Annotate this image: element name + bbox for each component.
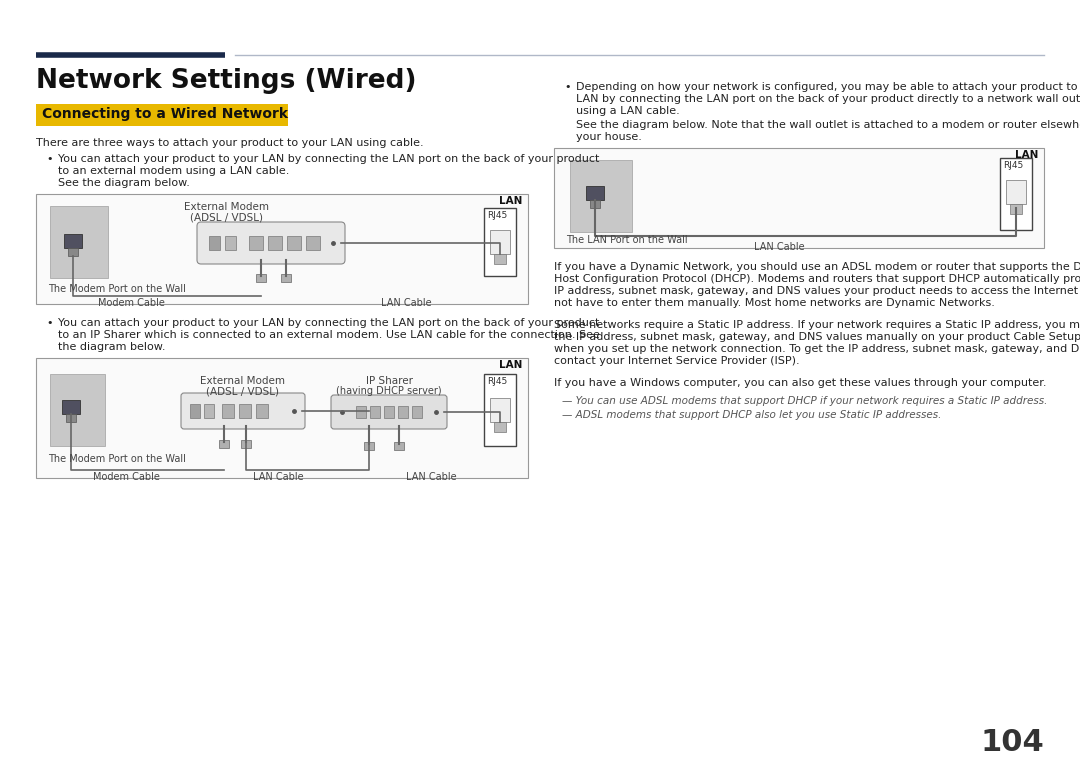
Text: If you have a Dynamic Network, you should use an ADSL modem or router that suppo: If you have a Dynamic Network, you shoul… (554, 262, 1080, 272)
Bar (204, 404, 214, 418)
Text: (ADSL / VDSL): (ADSL / VDSL) (189, 212, 262, 222)
Text: External Modem: External Modem (201, 376, 285, 386)
Bar (590, 200, 600, 208)
Text: RJ45: RJ45 (487, 211, 508, 220)
Text: to an external modem using a LAN cable.: to an external modem using a LAN cable. (58, 166, 289, 176)
Text: LAN: LAN (499, 196, 522, 206)
Bar (384, 406, 394, 418)
Bar (494, 254, 507, 264)
Bar (1005, 180, 1026, 204)
Text: LAN: LAN (499, 360, 522, 370)
Bar (256, 404, 268, 418)
Bar (586, 186, 604, 200)
FancyBboxPatch shape (181, 393, 305, 429)
Bar (225, 236, 237, 250)
Bar (490, 398, 510, 422)
Bar (494, 422, 507, 432)
Bar (394, 442, 404, 450)
Text: Depending on how your network is configured, you may be able to attach your prod: Depending on how your network is configu… (576, 82, 1080, 92)
Bar (64, 234, 82, 248)
Text: RJ45: RJ45 (487, 377, 508, 386)
Bar (210, 236, 220, 250)
Bar (484, 208, 516, 276)
Bar (50, 206, 108, 278)
Bar (190, 404, 200, 418)
Text: using a LAN cable.: using a LAN cable. (576, 106, 679, 116)
Text: The Modem Port on the Wall: The Modem Port on the Wall (48, 284, 186, 294)
Text: Modem Cable: Modem Cable (97, 298, 164, 308)
Bar (490, 230, 510, 254)
Bar (219, 440, 229, 448)
Bar (1010, 204, 1022, 214)
Text: the IP address, subnet mask, gateway, and DNS values manually on your product Ca: the IP address, subnet mask, gateway, an… (554, 332, 1080, 342)
Text: You can attach your product to your LAN by connecting the LAN port on the back o: You can attach your product to your LAN … (58, 318, 599, 328)
Text: your house.: your house. (576, 132, 642, 142)
FancyBboxPatch shape (197, 222, 345, 264)
Bar (570, 160, 632, 232)
Bar (484, 374, 516, 446)
Bar (62, 400, 80, 414)
Text: LAN by connecting the LAN port on the back of your product directly to a network: LAN by connecting the LAN port on the ba… (576, 94, 1080, 104)
Text: The LAN Port on the Wall: The LAN Port on the Wall (566, 235, 688, 245)
Text: If you have a Windows computer, you can also get these values through your compu: If you have a Windows computer, you can … (554, 378, 1047, 388)
Text: External Modem: External Modem (184, 202, 269, 212)
Bar (364, 442, 374, 450)
Bar (66, 414, 76, 422)
Text: See the diagram below. Note that the wall outlet is attached to a modem or route: See the diagram below. Note that the wal… (576, 120, 1080, 130)
Bar (256, 274, 266, 282)
Bar (50, 374, 105, 446)
Text: (having DHCP server): (having DHCP server) (336, 386, 442, 396)
Text: — You can use ADSL modems that support DHCP if your network requires a Static IP: — You can use ADSL modems that support D… (562, 396, 1048, 406)
Text: contact your Internet Service Provider (ISP).: contact your Internet Service Provider (… (554, 356, 799, 366)
Text: to an IP Sharer which is connected to an external modem. Use LAN cable for the c: to an IP Sharer which is connected to an… (58, 330, 599, 340)
Text: Modem Cable: Modem Cable (93, 472, 160, 482)
Text: — ADSL modems that support DHCP also let you use Static IP addresses.: — ADSL modems that support DHCP also let… (562, 410, 942, 420)
Bar (268, 236, 282, 250)
Text: not have to enter them manually. Most home networks are Dynamic Networks.: not have to enter them manually. Most ho… (554, 298, 995, 308)
Text: the diagram below.: the diagram below. (58, 342, 165, 352)
Bar (411, 406, 422, 418)
Bar (36, 104, 288, 126)
Text: The Modem Port on the Wall: The Modem Port on the Wall (48, 454, 186, 464)
Text: LAN: LAN (1014, 150, 1038, 160)
Text: when you set up the network connection. To get the IP address, subnet mask, gate: when you set up the network connection. … (554, 344, 1080, 354)
Text: LAN Cable: LAN Cable (754, 242, 805, 252)
Bar (222, 404, 234, 418)
Text: (ADSL / VDSL): (ADSL / VDSL) (206, 386, 280, 396)
Bar (399, 406, 408, 418)
Bar (287, 236, 301, 250)
Bar (249, 236, 264, 250)
Text: IP address, subnet mask, gateway, and DNS values your product needs to access th: IP address, subnet mask, gateway, and DN… (554, 286, 1080, 296)
Bar (239, 404, 251, 418)
Text: LAN Cable: LAN Cable (406, 472, 457, 482)
Text: There are three ways to attach your product to your LAN using cable.: There are three ways to attach your prod… (36, 138, 423, 148)
Text: You can attach your product to your LAN by connecting the LAN port on the back o: You can attach your product to your LAN … (58, 154, 599, 164)
Text: LAN Cable: LAN Cable (253, 472, 303, 482)
Text: 104: 104 (981, 728, 1044, 757)
Bar (370, 406, 380, 418)
Bar (68, 248, 78, 256)
Text: Host Configuration Protocol (DHCP). Modems and routers that support DHCP automat: Host Configuration Protocol (DHCP). Mode… (554, 274, 1080, 284)
Text: Network Settings (Wired): Network Settings (Wired) (36, 68, 417, 94)
Bar (36, 194, 528, 304)
Bar (281, 274, 291, 282)
Text: •: • (46, 318, 53, 328)
Bar (36, 358, 528, 478)
Bar (554, 148, 1044, 248)
Text: Connecting to a Wired Network: Connecting to a Wired Network (42, 107, 288, 121)
Text: IP Sharer: IP Sharer (365, 376, 413, 386)
Bar (241, 440, 251, 448)
Text: LAN Cable: LAN Cable (380, 298, 431, 308)
Bar (356, 406, 366, 418)
FancyBboxPatch shape (330, 395, 447, 429)
Text: •: • (46, 154, 53, 164)
Bar (1000, 158, 1032, 230)
Text: Some networks require a Static IP address. If your network requires a Static IP : Some networks require a Static IP addres… (554, 320, 1080, 330)
Bar (306, 236, 320, 250)
Text: •: • (564, 82, 570, 92)
Text: See the diagram below.: See the diagram below. (58, 178, 190, 188)
Text: RJ45: RJ45 (1003, 161, 1023, 170)
